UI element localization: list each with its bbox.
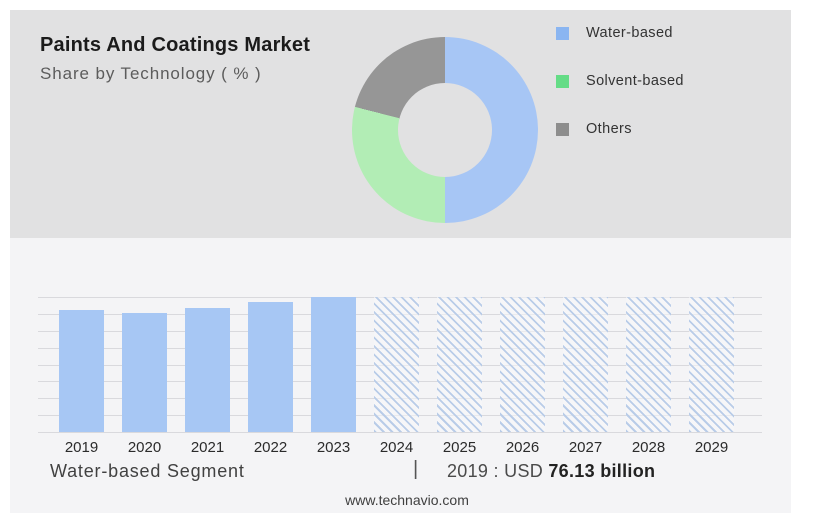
legend-swatch-water-based bbox=[556, 26, 569, 40]
value-amount: 76.13 billion bbox=[548, 461, 656, 481]
bar-2022 bbox=[248, 302, 293, 432]
segment-value: 2019 : USD 76.13 billion bbox=[447, 461, 655, 482]
bottom-panel: 2019 2020 2021 2022 2023 2024 2025 2026 2027 2028… bbox=[10, 238, 791, 513]
x-axis-label-2025: 2025 bbox=[442, 439, 477, 456]
x-axis-label-2022: 2022 bbox=[253, 439, 288, 456]
website-url: www.technavio.com bbox=[345, 492, 469, 508]
forecast-bar-2029 bbox=[689, 297, 734, 432]
legend-swatch-others bbox=[556, 122, 569, 136]
value-prefix: 2019 : USD bbox=[447, 461, 549, 481]
x-axis-label-2019: 2019 bbox=[64, 439, 99, 456]
forecast-bar-2027 bbox=[563, 297, 608, 432]
legend-item-water-based: Water-based bbox=[556, 25, 684, 41]
legend-item-others: Others bbox=[556, 121, 684, 137]
x-axis-label-2021: 2021 bbox=[190, 439, 225, 456]
legend-label: Solvent-based bbox=[586, 73, 684, 89]
legend-swatch-solvent-based bbox=[556, 74, 569, 88]
page-subtitle: Share by Technology ( % ) bbox=[40, 64, 262, 83]
bar-2021 bbox=[185, 308, 230, 432]
donut-hole bbox=[398, 83, 492, 177]
forecast-bar-2028 bbox=[626, 297, 671, 432]
bar-chart: 2019 2020 2021 2022 2023 2024 2025 2026 2027 2028… bbox=[38, 297, 762, 456]
legend: Water-based Solvent-based Others bbox=[556, 25, 684, 137]
gridline bbox=[38, 432, 762, 433]
page-title: Paints And Coatings Market bbox=[40, 34, 311, 56]
x-axis-label-2020: 2020 bbox=[127, 439, 162, 456]
top-panel: Paints And Coatings Market Share by Tech… bbox=[10, 10, 791, 238]
x-axis-label-2026: 2026 bbox=[505, 439, 540, 456]
x-axis-label-2024: 2024 bbox=[379, 439, 414, 456]
x-axis-label-2027: 2027 bbox=[568, 439, 603, 456]
bar-2023 bbox=[311, 297, 356, 432]
bar-2020 bbox=[122, 313, 167, 432]
footer-divider: | bbox=[413, 458, 419, 480]
forecast-bar-2024 bbox=[374, 297, 419, 432]
legend-label: Others bbox=[586, 121, 632, 137]
forecast-bar-2026 bbox=[500, 297, 545, 432]
legend-label: Water-based bbox=[586, 25, 673, 41]
x-axis-label-2023: 2023 bbox=[316, 439, 351, 456]
segment-label: Water-based Segment bbox=[50, 461, 245, 481]
forecast-bar-2025 bbox=[437, 297, 482, 432]
x-axis-label-2029: 2029 bbox=[694, 439, 729, 456]
bar-2019 bbox=[59, 310, 104, 432]
x-axis-label-2028: 2028 bbox=[631, 439, 666, 456]
donut-chart bbox=[352, 37, 538, 223]
legend-item-solvent-based: Solvent-based bbox=[556, 73, 684, 89]
